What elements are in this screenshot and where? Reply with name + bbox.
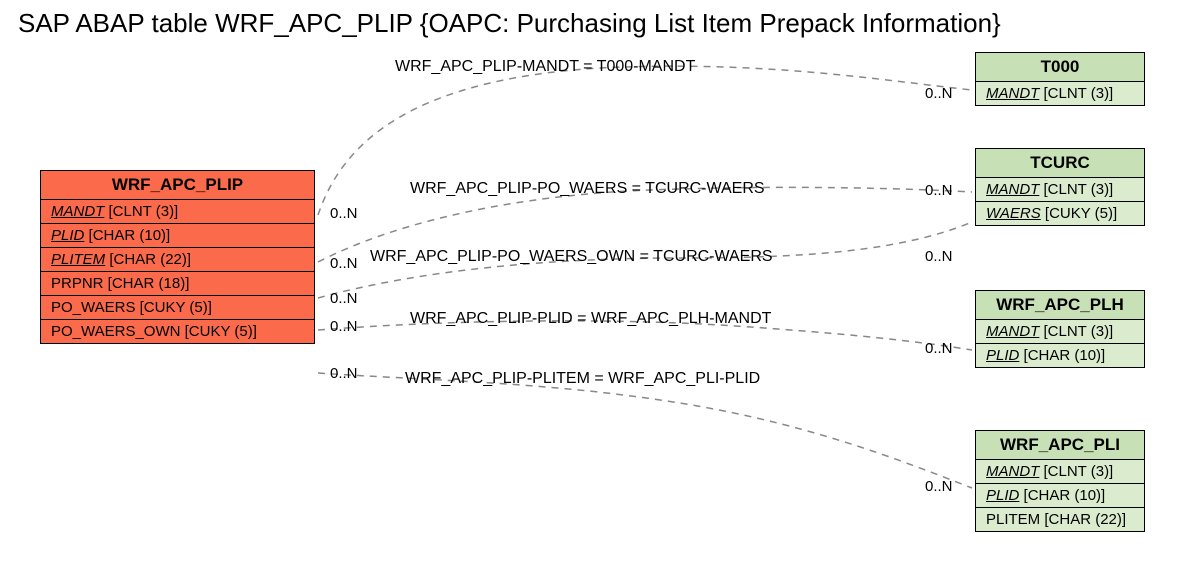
field-type: [CLNT (3)]	[1039, 85, 1113, 102]
entity-field: PLID [CHAR (10)]	[976, 484, 1144, 508]
cardinality-right: 0..N	[925, 85, 953, 102]
entity-wrf_apc_plip: WRF_APC_PLIPMANDT [CLNT (3)]PLID [CHAR (…	[40, 170, 315, 344]
cardinality-right: 0..N	[925, 182, 953, 199]
entity-wrf_apc_pli: WRF_APC_PLIMANDT [CLNT (3)]PLID [CHAR (1…	[975, 430, 1145, 532]
entity-field: PLITEM [CHAR (22)]	[976, 508, 1144, 531]
entity-wrf_apc_plh: WRF_APC_PLHMANDT [CLNT (3)]PLID [CHAR (1…	[975, 290, 1145, 368]
field-type: [CLNT (3)]	[104, 203, 178, 220]
entity-t000: T000MANDT [CLNT (3)]	[975, 52, 1145, 106]
field-type: [CHAR (22)]	[105, 251, 191, 268]
field-name: MANDT	[986, 463, 1039, 480]
entity-field: PO_WAERS_OWN [CUKY (5)]	[41, 320, 314, 343]
cardinality-left: 0..N	[330, 365, 358, 382]
relation-label: WRF_APC_PLIP-MANDT = T000-MANDT	[395, 58, 695, 76]
relation-label: WRF_APC_PLIP-PLITEM = WRF_APC_PLI-PLID	[405, 370, 760, 388]
field-type: [CLNT (3)]	[1039, 181, 1113, 198]
entity-field: MANDT [CLNT (3)]	[976, 178, 1144, 202]
relation-label: WRF_APC_PLIP-PO_WAERS = TCURC-WAERS	[410, 180, 765, 198]
field-name: MANDT	[986, 181, 1039, 198]
field-name: MANDT	[986, 85, 1039, 102]
field-name: PRPNR	[51, 275, 104, 292]
entity-header: WRF_APC_PLH	[976, 291, 1144, 320]
cardinality-right: 0..N	[925, 340, 953, 357]
entity-field: PLID [CHAR (10)]	[976, 344, 1144, 367]
field-type: [CLNT (3)]	[1039, 463, 1113, 480]
field-name: MANDT	[51, 203, 104, 220]
cardinality-left: 0..N	[330, 290, 358, 307]
page-title: SAP ABAP table WRF_APC_PLIP {OAPC: Purch…	[18, 8, 1001, 39]
field-type: [CHAR (22)]	[1040, 511, 1126, 528]
entity-field: MANDT [CLNT (3)]	[976, 82, 1144, 105]
field-name: PLID	[986, 347, 1019, 364]
entity-field: MANDT [CLNT (3)]	[976, 320, 1144, 344]
entity-header: T000	[976, 53, 1144, 82]
cardinality-right: 0..N	[925, 478, 953, 495]
field-type: [CHAR (10)]	[84, 227, 170, 244]
field-type: [CLNT (3)]	[1039, 323, 1113, 340]
cardinality-left: 0..N	[330, 255, 358, 272]
relation-label: WRF_APC_PLIP-PLID = WRF_APC_PLH-MANDT	[410, 310, 771, 328]
field-type: [CUKY (5)]	[180, 323, 256, 340]
field-type: [CHAR (10)]	[1019, 487, 1105, 504]
entity-field: PRPNR [CHAR (18)]	[41, 272, 314, 296]
field-name: PLID	[51, 227, 84, 244]
cardinality-left: 0..N	[330, 205, 358, 222]
entity-field: PLITEM [CHAR (22)]	[41, 248, 314, 272]
field-name: PLITEM	[986, 511, 1040, 528]
field-name: PO_WAERS	[51, 299, 135, 316]
entity-tcurc: TCURCMANDT [CLNT (3)]WAERS [CUKY (5)]	[975, 148, 1145, 226]
entity-field: WAERS [CUKY (5)]	[976, 202, 1144, 225]
field-name: PLID	[986, 487, 1019, 504]
entity-field: PO_WAERS [CUKY (5)]	[41, 296, 314, 320]
entity-field: MANDT [CLNT (3)]	[41, 200, 314, 224]
field-name: PO_WAERS_OWN	[51, 323, 180, 340]
field-name: WAERS	[986, 205, 1041, 222]
cardinality-left: 0..N	[330, 318, 358, 335]
cardinality-right: 0..N	[925, 248, 953, 265]
field-name: MANDT	[986, 323, 1039, 340]
field-type: [CHAR (10)]	[1019, 347, 1105, 364]
entity-header: TCURC	[976, 149, 1144, 178]
field-name: PLITEM	[51, 251, 105, 268]
entity-header: WRF_APC_PLI	[976, 431, 1144, 460]
field-type: [CUKY (5)]	[135, 299, 211, 316]
field-type: [CHAR (18)]	[104, 275, 190, 292]
entity-field: MANDT [CLNT (3)]	[976, 460, 1144, 484]
field-type: [CUKY (5)]	[1041, 205, 1117, 222]
entity-field: PLID [CHAR (10)]	[41, 224, 314, 248]
entity-header: WRF_APC_PLIP	[41, 171, 314, 200]
relation-label: WRF_APC_PLIP-PO_WAERS_OWN = TCURC-WAERS	[370, 248, 773, 266]
